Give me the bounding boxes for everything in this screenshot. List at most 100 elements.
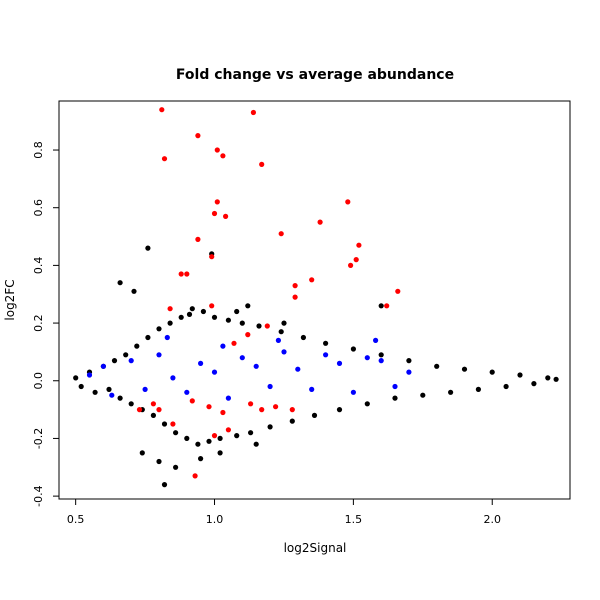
point-s0-13	[150, 412, 156, 418]
point-s0-14	[156, 326, 162, 332]
point-s1-9	[211, 369, 218, 375]
point-s0-20	[189, 306, 195, 312]
point-s0-69	[156, 458, 162, 465]
point-s2-37	[273, 404, 279, 410]
point-s0-58	[173, 464, 179, 470]
point-s2-40	[170, 421, 176, 427]
point-s2-41	[211, 433, 218, 439]
point-s1-0	[86, 372, 93, 378]
x-tick-label-2: 1.5	[345, 513, 363, 526]
point-s0-32	[278, 329, 284, 335]
point-s2-28	[245, 332, 251, 338]
point-s0-52	[545, 375, 551, 381]
point-s0-62	[186, 311, 193, 317]
point-s2-2	[195, 133, 201, 139]
point-s1-20	[364, 355, 370, 361]
point-s0-3	[92, 389, 98, 395]
point-s0-44	[434, 363, 440, 369]
point-s0-22	[200, 308, 206, 315]
y-tick-label-3: 0.2	[32, 314, 45, 332]
point-s0-45	[448, 389, 454, 395]
point-s2-22	[292, 294, 298, 300]
point-s2-15	[317, 219, 323, 225]
point-s1-2	[109, 392, 115, 398]
point-s0-53	[553, 376, 559, 382]
point-s2-9	[223, 213, 229, 219]
point-s0-64	[217, 450, 223, 456]
point-s0-9	[128, 401, 134, 407]
point-s0-51	[531, 381, 537, 387]
point-s0-65	[139, 450, 145, 456]
x-axis: 0.5 1.0 1.5 2.0	[67, 498, 501, 526]
y-tick-label-4: 0.4	[32, 257, 45, 275]
point-s0-35	[311, 412, 318, 418]
y-axis-label: log2FC	[3, 279, 17, 320]
plot-frame	[58, 100, 571, 500]
point-s0-42	[406, 358, 412, 364]
point-s1-1	[100, 363, 106, 369]
point-s0-15	[161, 421, 168, 427]
point-s2-10	[195, 236, 201, 242]
x-tick-label-3: 2.0	[483, 513, 501, 526]
point-s1-4	[142, 386, 148, 392]
y-tick-label-5: 0.6	[32, 199, 45, 217]
point-s0-18	[178, 314, 184, 320]
point-s0-5	[106, 386, 112, 392]
y-axis: -0.4 -0.2 0.0 0.2 0.4 0.6 0.8	[32, 141, 60, 507]
point-s0-25	[217, 435, 223, 441]
point-s2-39	[225, 427, 231, 433]
point-s1-17	[323, 352, 329, 358]
point-s0-55	[117, 280, 123, 286]
point-s0-57	[161, 482, 168, 488]
point-s0-61	[245, 303, 251, 309]
point-s1-12	[253, 363, 259, 369]
point-s0-26	[225, 317, 231, 323]
point-s0-33	[289, 418, 295, 424]
point-s0-50	[517, 372, 523, 378]
point-s2-6	[259, 161, 265, 167]
point-s0-19	[184, 435, 190, 441]
x-tick-label-1: 1.0	[206, 513, 224, 526]
point-s0-54	[145, 245, 151, 251]
point-s0-27	[234, 433, 240, 439]
chart-title: Fold change vs average abundance	[176, 67, 454, 83]
point-s2-33	[206, 404, 212, 410]
point-s1-13	[267, 383, 273, 390]
point-s1-21	[378, 358, 384, 364]
point-s0-46	[461, 366, 468, 372]
point-s2-24	[384, 303, 390, 309]
point-s2-3	[214, 147, 220, 153]
point-s1-8	[198, 360, 204, 366]
point-s0-6	[111, 358, 118, 364]
point-s2-20	[309, 277, 315, 283]
point-s2-31	[156, 407, 162, 413]
point-s2-30	[150, 401, 156, 407]
point-s1-24	[406, 369, 412, 375]
point-s0-10	[134, 343, 140, 349]
point-s1-3	[128, 358, 134, 364]
point-s2-25	[167, 306, 173, 312]
point-s2-32	[189, 398, 195, 404]
point-s2-36	[259, 407, 265, 413]
point-s1-5	[156, 352, 162, 358]
point-s1-27	[275, 337, 281, 343]
point-s2-1	[161, 156, 168, 162]
point-s2-17	[356, 242, 362, 248]
point-s0-30	[256, 323, 262, 329]
point-s0-12	[145, 334, 151, 341]
point-s2-0	[159, 107, 165, 113]
point-s2-18	[353, 257, 359, 263]
point-s2-34	[220, 409, 226, 416]
point-s0-68	[253, 441, 259, 447]
point-s1-16	[309, 386, 315, 392]
point-s0-16	[167, 320, 173, 326]
point-s0-31	[267, 424, 273, 430]
point-s2-21	[292, 283, 298, 289]
point-s1-22	[392, 383, 398, 390]
point-s0-1	[78, 383, 84, 390]
point-s1-23	[373, 337, 379, 343]
point-s1-7	[184, 389, 190, 395]
point-s0-8	[123, 352, 129, 358]
y-tick-label-6: 0.8	[32, 141, 45, 159]
